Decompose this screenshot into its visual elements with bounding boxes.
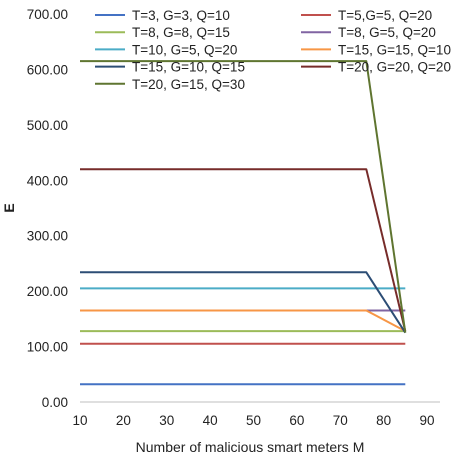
legend-label: T=15, G=10, Q=15 xyxy=(132,60,245,75)
legend-label: T=5,G=5, Q=20 xyxy=(338,8,432,23)
legend-label: T=15, G=15, Q=10 xyxy=(338,42,451,57)
legend: T=3, G=3, Q=10 T=5,G=5, Q=20 T=8, G=8, Q=1… xyxy=(95,8,451,92)
y-tick-label: 0.00 xyxy=(42,395,68,410)
x-tick-label: 60 xyxy=(289,413,304,428)
x-tick-label: 90 xyxy=(419,413,434,428)
x-tick-label: 40 xyxy=(203,413,218,428)
legend-label: T=20, G=20, Q=20 xyxy=(338,60,451,75)
x-axis-label: Number of malicious smart meters M xyxy=(136,439,365,455)
x-tick-label: 30 xyxy=(159,413,174,428)
x-axis-ticks: 10 20 30 40 50 60 70 80 90 xyxy=(72,413,434,428)
legend-label: T=10, G=5, Q=20 xyxy=(132,42,237,57)
y-tick-label: 500.00 xyxy=(27,118,68,133)
x-tick-label: 20 xyxy=(116,413,131,428)
series-line-8 xyxy=(80,168,407,332)
x-tick-label: 50 xyxy=(246,413,261,428)
series-line-7 xyxy=(80,271,407,334)
plot-area xyxy=(80,60,407,386)
legend-label: T=8, G=8, Q=15 xyxy=(132,25,230,40)
series-line-9 xyxy=(80,60,407,333)
y-axis-label: E xyxy=(1,203,17,212)
legend-label: T=3, G=3, Q=10 xyxy=(132,8,230,23)
x-tick-label: 70 xyxy=(333,413,348,428)
y-tick-label: 300.00 xyxy=(27,229,68,244)
y-tick-label: 400.00 xyxy=(27,173,68,188)
y-tick-label: 700.00 xyxy=(27,7,68,22)
y-axis-ticks: 0.00 100.00 200.00 300.00 400.00 500.00 600.00… xyxy=(27,7,68,410)
y-tick-label: 600.00 xyxy=(27,62,68,77)
legend-label: T=20, G=15, Q=30 xyxy=(132,77,245,92)
legend-label: T=8, G=5, Q=20 xyxy=(338,25,436,40)
y-tick-label: 100.00 xyxy=(27,340,68,355)
x-tick-label: 80 xyxy=(376,413,391,428)
x-tick-label: 10 xyxy=(72,413,87,428)
y-tick-label: 200.00 xyxy=(27,284,68,299)
series-line-6 xyxy=(80,309,406,332)
